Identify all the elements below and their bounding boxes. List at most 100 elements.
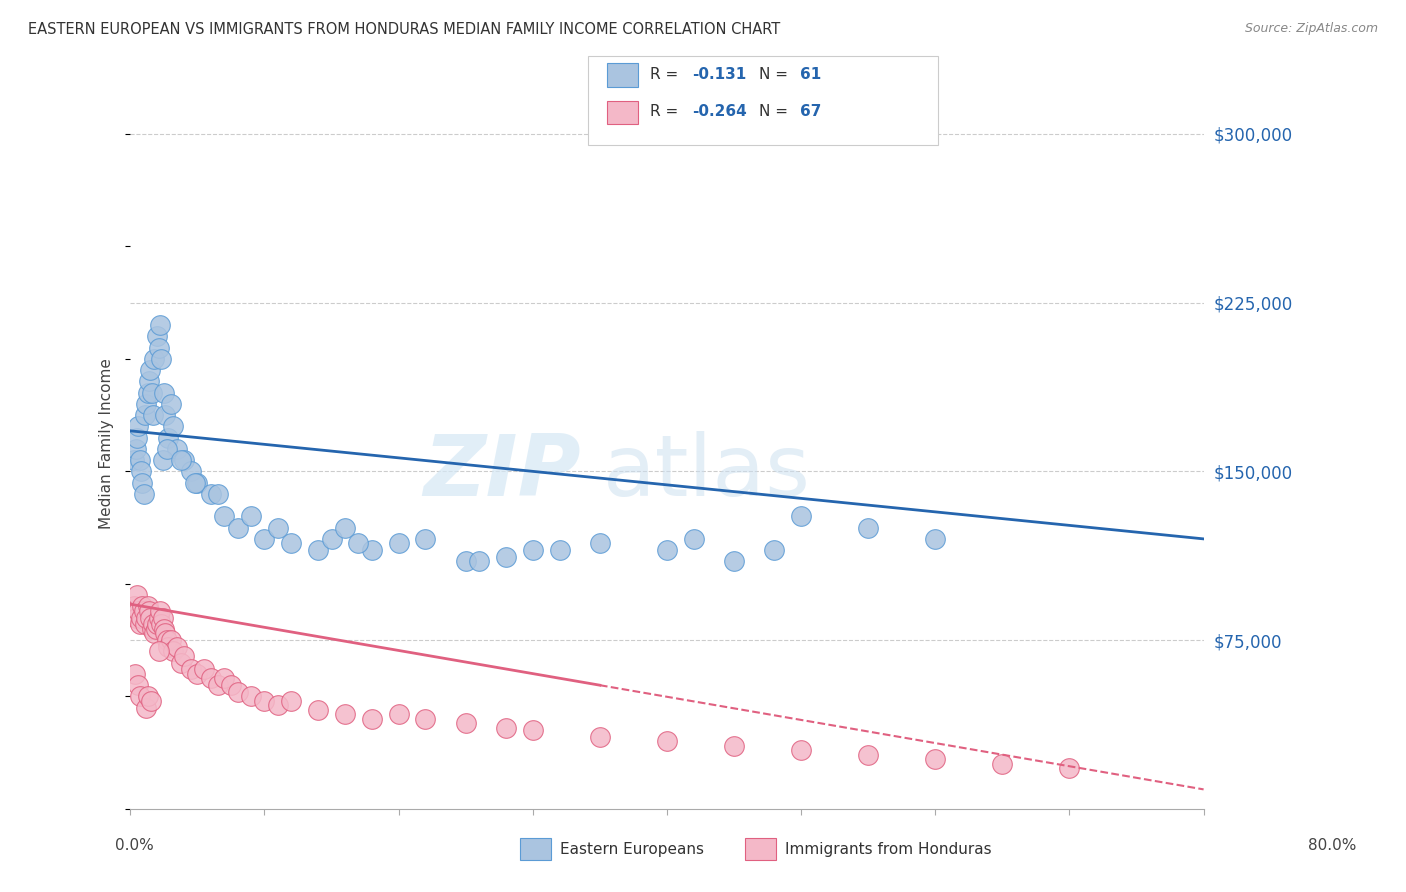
Text: EASTERN EUROPEAN VS IMMIGRANTS FROM HONDURAS MEDIAN FAMILY INCOME CORRELATION CH: EASTERN EUROPEAN VS IMMIGRANTS FROM HOND… [28,22,780,37]
Point [124,667,146,681]
Text: R =: R = [650,104,683,119]
Point [143,351,166,366]
Point [148,610,170,624]
Point [495,721,517,735]
Point [146,617,169,632]
Point [991,756,1014,771]
Point [655,734,678,748]
Point [388,536,411,550]
Point [129,610,152,624]
Text: -0.131: -0.131 [692,67,747,81]
Text: N =: N = [759,104,793,119]
Point [136,385,159,400]
Point [155,633,177,648]
Point [138,374,160,388]
Point [253,694,276,708]
Point [1059,762,1081,776]
Point [723,554,745,568]
Point [548,543,571,558]
Point [132,604,155,618]
Point [219,678,242,692]
Text: Immigrants from Honduras: Immigrants from Honduras [785,842,991,856]
Text: 67: 67 [800,104,821,119]
Point [155,408,177,422]
Point [127,678,149,692]
Point [134,617,156,632]
Point [183,475,205,490]
Point [924,752,946,766]
Point [454,554,477,568]
Point [131,475,153,490]
Point [186,667,208,681]
Point [135,610,157,624]
Point [142,617,165,632]
Point [763,543,786,558]
Point [136,599,159,614]
Point [125,588,148,602]
Point [186,475,208,490]
Point [125,442,148,456]
Point [128,453,150,467]
Point [924,532,946,546]
Point [522,543,544,558]
Point [170,656,193,670]
Text: ZIP: ZIP [423,431,581,514]
Point [150,617,173,632]
Point [131,599,153,614]
Point [415,712,437,726]
Point [333,521,356,535]
Point [212,672,235,686]
Point [159,397,181,411]
Point [145,622,167,636]
Point [159,633,181,648]
Text: Source: ZipAtlas.com: Source: ZipAtlas.com [1244,22,1378,36]
Point [139,694,162,708]
Point [360,712,382,726]
Point [347,536,370,550]
Point [207,678,229,692]
Point [333,707,356,722]
Point [122,604,145,618]
Point [200,672,222,686]
Point [148,644,170,658]
Point [226,685,249,699]
Point [149,318,172,332]
Point [150,351,173,366]
Point [125,610,148,624]
Point [166,442,188,456]
Point [127,604,149,618]
Point [280,694,302,708]
Point [200,487,222,501]
Y-axis label: Median Family Income: Median Family Income [100,358,114,529]
Point [267,521,290,535]
Point [173,453,195,467]
Point [589,730,612,744]
Text: 61: 61 [800,67,821,81]
Point [132,487,155,501]
Point [415,532,437,546]
Point [655,543,678,558]
Point [148,341,170,355]
Point [388,707,411,722]
Point [156,431,179,445]
Point [162,644,184,658]
Text: -0.264: -0.264 [692,104,747,119]
Text: R =: R = [650,67,683,81]
Point [129,464,152,478]
Point [134,408,156,422]
Point [166,640,188,654]
Point [267,698,290,713]
Point [128,617,150,632]
Text: 80.0%: 80.0% [1309,838,1357,853]
Point [212,509,235,524]
Point [139,610,162,624]
Point [142,408,165,422]
Point [141,622,163,636]
Point [360,543,382,558]
Point [125,431,148,445]
Point [152,610,174,624]
Point [162,419,184,434]
Point [858,747,880,762]
Point [127,419,149,434]
Point [193,662,215,676]
